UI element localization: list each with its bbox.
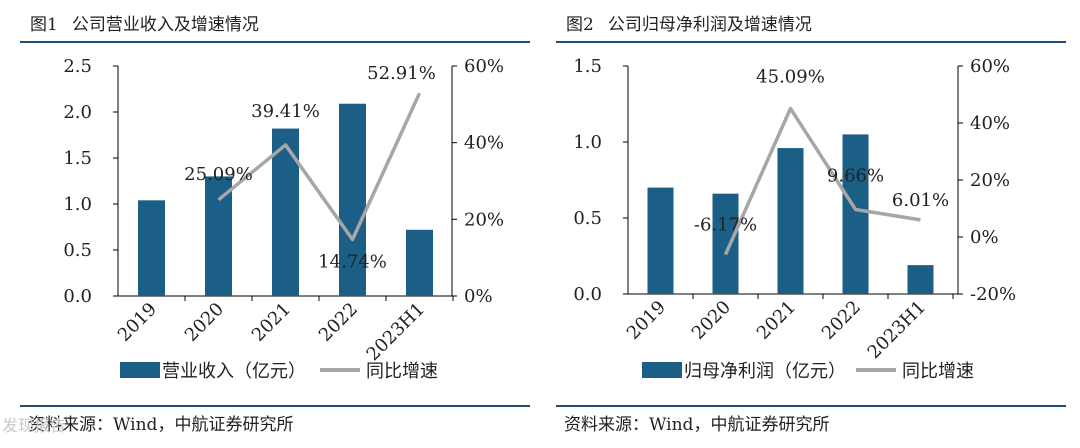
legend-bar-label: 营业收入（亿元） <box>162 361 306 382</box>
x-tick-label: 2021 <box>753 297 800 344</box>
x-tick-label: 2019 <box>114 299 161 346</box>
legend-bar-swatch <box>120 362 160 378</box>
left-tick-label: 1.0 <box>63 194 92 215</box>
right-tick-label: 0% <box>464 286 493 307</box>
right-tick-label: 0% <box>970 227 999 248</box>
x-tick-label: 2023H1 <box>363 299 429 365</box>
legend-bar-swatch <box>642 362 682 378</box>
x-tick-label: 2023H1 <box>864 297 930 363</box>
bar-2020 <box>712 193 739 294</box>
bar-2022 <box>842 134 869 294</box>
growth-data-label: 39.41% <box>251 101 320 122</box>
title-rule <box>20 41 530 43</box>
legend-line-label: 同比增速 <box>902 361 974 382</box>
x-tick-label: 2021 <box>248 299 295 346</box>
source-rule <box>556 405 1066 407</box>
bar-2023H1 <box>406 229 433 296</box>
left-tick-label: 2.5 <box>63 56 92 77</box>
left-tick-label: 0.5 <box>573 208 602 229</box>
right-tick-label: 60% <box>464 56 504 77</box>
left-tick-label: 2.0 <box>63 102 92 123</box>
figure-title: 公司营业收入及增速情况 <box>71 15 259 35</box>
legend-line-label: 同比增速 <box>366 361 438 382</box>
growth-line <box>723 106 921 256</box>
growth-data-label: 52.91% <box>367 63 436 84</box>
bar-2019 <box>647 187 674 294</box>
bar-2021 <box>777 148 804 294</box>
growth-data-label: 25.09% <box>184 164 253 185</box>
growth-data-label: 9.66% <box>827 165 884 186</box>
growth-data-label: 45.09% <box>756 66 825 87</box>
watermark-text: 发现报告 <box>2 416 67 435</box>
x-tick-label: 2022 <box>818 297 865 344</box>
chart-title: 图1 公司营业收入及增速情况 <box>30 10 259 35</box>
left-tick-label: 1.5 <box>63 148 92 169</box>
source-rule <box>20 405 530 407</box>
growth-line <box>217 92 422 242</box>
right-tick-label: -20% <box>970 284 1016 305</box>
left-tick-label: 0.5 <box>63 240 92 261</box>
left-tick-label: 1.5 <box>573 56 602 77</box>
x-tick-label: 2020 <box>181 299 228 346</box>
revenue-chart: 0.0 0.5 1.0 1.5 2.0 2.5 0% 20% 40% 60% 2019 2020 202… <box>63 56 504 382</box>
bar-2022 <box>339 103 366 296</box>
figure-title: 公司归母净利润及增速情况 <box>607 15 812 35</box>
figure-number: 图2 <box>566 15 594 35</box>
x-tick-label: 2020 <box>688 297 735 344</box>
x-tick-label: 2019 <box>623 297 670 344</box>
chart-title: 图2 公司归母净利润及增速情况 <box>566 10 812 35</box>
right-tick-label: 60% <box>970 56 1010 77</box>
chart-panel-revenue: 图1 公司营业收入及增速情况 0.0 0.5 1.0 1.5 2.0 2.5 0% 20% 40%… <box>20 0 540 448</box>
figure-number: 图1 <box>30 15 58 35</box>
growth-data-label: 6.01% <box>892 190 949 211</box>
right-tick-label: 40% <box>970 113 1010 134</box>
right-tick-label: 40% <box>464 133 504 154</box>
bar-2023H1 <box>907 265 934 294</box>
source-note: 资料来源：Wind，中航证券研究所 <box>564 415 830 435</box>
chart-panel-net-profit: 图2 公司归母净利润及增速情况 0.0 0.5 1.0 1.5 -20% 0% 20% 40% 6… <box>556 0 1076 448</box>
right-tick-label: 20% <box>464 209 504 230</box>
left-tick-label: 0.0 <box>573 284 602 305</box>
source-note: 资料来源：Wind，中航证券研究所 <box>28 415 294 435</box>
x-tick-label: 2022 <box>315 299 362 346</box>
net-profit-chart: 0.0 0.5 1.0 1.5 -20% 0% 20% 40% 60% 2019 2020 2021 2… <box>573 56 1016 382</box>
bar-2019 <box>138 200 165 296</box>
left-tick-label: 0.0 <box>63 286 92 307</box>
right-tick-label: 20% <box>970 170 1010 191</box>
title-rule <box>556 41 1066 43</box>
growth-data-label: -6.17% <box>694 215 757 236</box>
left-tick-label: 1.0 <box>573 132 602 153</box>
growth-data-label: 14.74% <box>318 251 387 272</box>
bar-2020 <box>205 176 232 296</box>
legend-bar-label: 归母净利润（亿元） <box>684 361 846 382</box>
